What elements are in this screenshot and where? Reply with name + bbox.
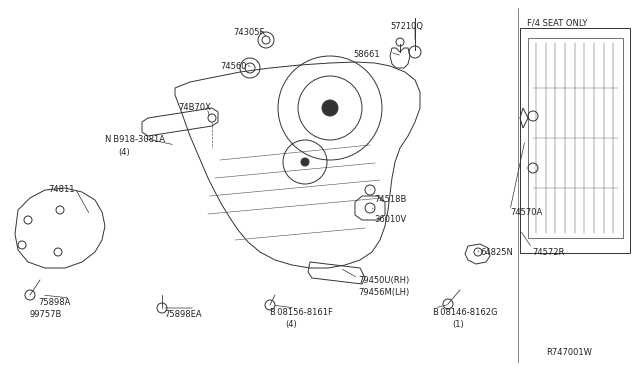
Text: B918-3081A: B918-3081A — [108, 135, 165, 144]
Text: (4): (4) — [118, 148, 130, 157]
Text: 08156-8161F: 08156-8161F — [272, 308, 333, 317]
Text: 75898A: 75898A — [38, 298, 70, 307]
Text: 74305F: 74305F — [233, 28, 264, 37]
Circle shape — [322, 100, 338, 116]
Text: 58661: 58661 — [353, 50, 380, 59]
Text: 57210Q: 57210Q — [390, 22, 423, 31]
Text: (4): (4) — [285, 320, 297, 329]
Text: 64825N: 64825N — [480, 248, 513, 257]
Text: B: B — [269, 308, 275, 317]
Text: 79450U(RH): 79450U(RH) — [358, 276, 409, 285]
Text: 74B70X: 74B70X — [178, 103, 211, 112]
Text: (1): (1) — [452, 320, 464, 329]
Text: N: N — [104, 135, 110, 144]
Text: 79456M(LH): 79456M(LH) — [358, 288, 409, 297]
Text: 75898EA: 75898EA — [164, 310, 202, 319]
Text: 74572R: 74572R — [532, 248, 564, 257]
Text: 74811: 74811 — [48, 185, 74, 194]
FancyBboxPatch shape — [520, 28, 630, 253]
Text: 08146-8162G: 08146-8162G — [435, 308, 497, 317]
Circle shape — [327, 105, 333, 111]
Text: 36010V: 36010V — [374, 215, 406, 224]
Text: 99757B: 99757B — [30, 310, 62, 319]
Text: F/4 SEAT ONLY: F/4 SEAT ONLY — [527, 18, 588, 27]
Text: R747001W: R747001W — [546, 348, 592, 357]
Text: B: B — [432, 308, 438, 317]
Text: 74518B: 74518B — [374, 195, 406, 204]
Circle shape — [301, 158, 309, 166]
Text: 74560: 74560 — [220, 62, 246, 71]
Text: 74570A: 74570A — [510, 208, 542, 217]
